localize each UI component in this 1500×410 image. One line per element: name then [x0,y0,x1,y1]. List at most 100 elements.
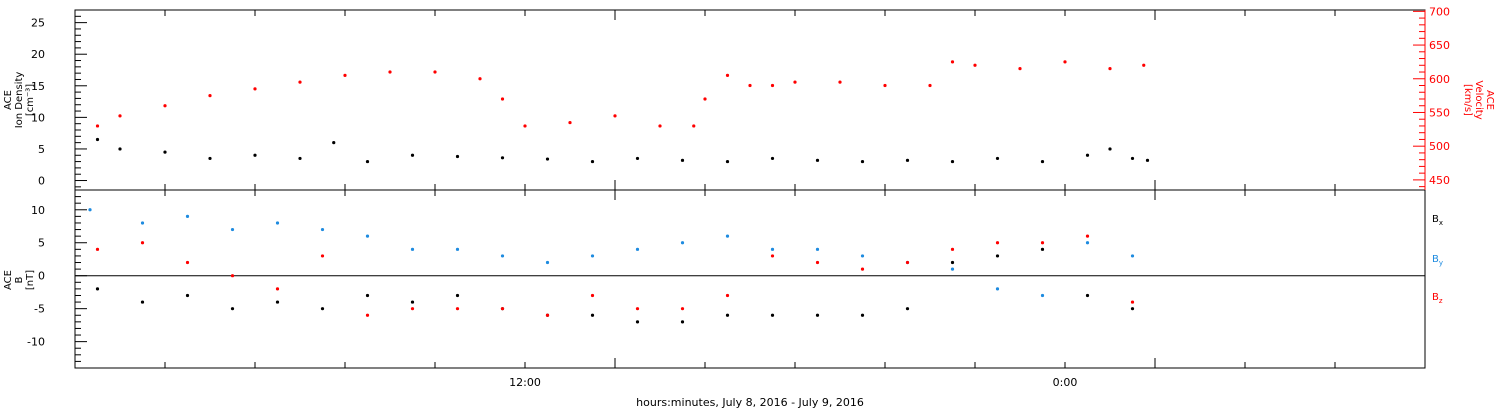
velocity-point [613,114,617,118]
density-point [1130,156,1135,161]
velocity-point [725,73,730,77]
velocity-point [253,87,257,91]
velocity-point [433,70,437,74]
velocity-axis-tick-label: 700 [1429,5,1450,18]
bx-point [815,313,820,317]
data-marks [88,60,1150,324]
bz-point [230,274,235,278]
velocity-axis-title-line: Velocity [1473,80,1484,119]
by-point [410,247,415,251]
legend-bx: Bx [1432,214,1443,227]
bz-point [275,287,280,291]
bz-point [455,307,460,311]
axes-group: 12:00 0:00 0 5 10 15 20 25 -10 -5 0 5 10 450 500 550 600… [3,5,1495,389]
by-point [995,287,1000,291]
density-axis-tick-label: 15 [31,80,45,93]
b-axis-title: ACE B [nT] [3,270,36,290]
bx-point [410,300,415,304]
density-point [298,156,302,161]
legend-bz: Bz [1432,292,1443,305]
bx-point [320,307,325,311]
bx-point [95,287,100,291]
density-point [455,154,460,159]
velocity-point [95,124,100,128]
by-point [950,267,955,271]
density-axis-title-line: Ion Density [14,72,25,129]
b-axis-tick-label: 5 [38,237,45,250]
by-point [500,254,505,258]
velocity-point [950,60,955,64]
bx-point [905,307,910,311]
density-axis-tick-label: 10 [31,111,45,124]
density-axis-tick-label: 25 [31,17,45,30]
by-point [88,208,92,212]
by-point [860,254,865,258]
by-point [680,241,685,245]
bz-point [725,293,730,298]
velocity-point [973,63,977,67]
bz-point [590,293,595,298]
density-axis-tick-label: 20 [31,48,45,61]
by-point [635,247,640,251]
x-tick-label: 12:00 [509,376,541,389]
by-point [455,247,460,251]
b-axis-title-line: ACE [3,270,14,290]
density-point [1085,153,1090,157]
density-axis-tick-label: 0 [38,175,45,188]
bx-point [140,300,145,304]
velocity-point [883,83,887,88]
by-point [275,221,280,225]
by-point [725,234,730,238]
velocity-point [568,120,572,125]
density-point [680,158,685,162]
b-axis-tick-label: -5 [34,303,45,316]
bx-point [1040,247,1045,251]
bz-point [1040,241,1045,245]
by-point [230,227,235,232]
bx-point [860,313,865,317]
by-point [1085,241,1090,245]
bx-point [365,293,370,298]
density-point [860,159,865,164]
bx-point [455,293,460,298]
density-point [410,153,415,157]
b-axis-tick-label: -10 [27,336,45,349]
velocity-point [343,73,347,77]
by-point [320,227,325,232]
velocity-point [478,77,482,81]
density-axis-tick-label: 5 [38,143,45,156]
bz-point [1085,234,1090,238]
velocity-point [658,124,662,128]
bz-point [365,313,370,317]
density-point [95,137,100,142]
density-point [770,156,775,161]
legend-group: Bx By Bz [1432,214,1443,305]
by-point [1130,254,1135,258]
density-point [590,159,595,164]
velocity-point [1018,67,1022,71]
bx-point [725,313,730,317]
velocity-point [298,80,302,84]
density-point [1108,147,1112,151]
by-point [140,221,145,225]
by-point [770,247,775,251]
velocity-point [838,80,842,84]
bx-point [1130,307,1135,311]
bz-point [770,254,775,258]
by-point [185,214,190,218]
legend-by: By [1432,254,1443,267]
density-point [1040,159,1045,164]
density-point [332,141,336,145]
bz-point [140,241,145,245]
velocity-point [1063,60,1067,64]
velocity-axis-title-line: ACE [1484,90,1495,110]
bz-point [950,247,955,251]
bz-point [680,307,685,311]
by-point [365,234,370,238]
velocity-axis-tick-label: 550 [1429,106,1450,119]
density-point [905,158,910,162]
plot-frame [74,9,1426,369]
density-axis-title-line: [cm⁻³] [25,84,36,116]
velocity-point [500,97,505,101]
